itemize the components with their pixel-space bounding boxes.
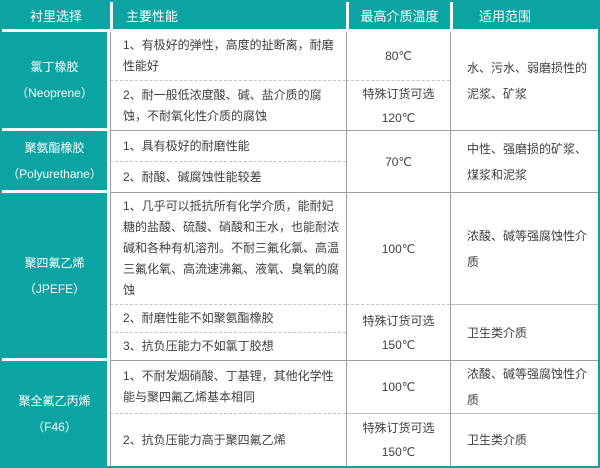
performance-cell: 1、不耐发烟硝酸、丁基锂，其他化学性能与聚四氟乙烯基本相同 <box>110 361 346 414</box>
material-en-name: （Polyurethane） <box>7 166 102 181</box>
temperature-cell: 70℃ <box>346 131 450 193</box>
range-cell: 浓酸、碱等强腐蚀性介质 <box>450 193 598 305</box>
table-row: 3、抗负压能力不如氯丁胶想 <box>2 333 598 361</box>
performance-cell: 1、具有极好的耐磨性能 <box>110 131 346 162</box>
performance-cell: 2、耐一般低浓度酸、碱、盐介质的腐蚀，不耐氧化性介质的腐蚀 <box>110 81 346 131</box>
temperature-cell: 特殊订货可选 120℃ <box>346 81 450 131</box>
material-name: 聚全氟乙丙烯 <box>18 393 91 408</box>
temperature-cell: 100℃ <box>346 361 450 414</box>
material-en-name: （Neoprene） <box>16 86 93 100</box>
temperature-note: 特殊订货可选 <box>362 313 435 328</box>
material-cell-ptfe: 聚四氟乙烯 （JPEFE） <box>2 193 110 361</box>
table-row: 2、耐一般低浓度酸、碱、盐介质的腐蚀，不耐氧化性介质的腐蚀 特殊订货可选 120… <box>2 81 598 131</box>
temperature-value: 150℃ <box>381 445 416 459</box>
header-material: 衬里选择 <box>2 2 110 32</box>
header-row: 衬里选择 主要性能 最高介质温度 适用范围 <box>2 2 598 32</box>
material-en-name: （JPEFE） <box>23 281 86 296</box>
material-cell-polyurethane: 聚氨酯橡胶 （Polyurethane） <box>2 131 110 193</box>
table-row: 聚四氟乙烯 （JPEFE） 1、几乎可以抵抗所有化学介质，能耐妃糖的盐酸、硫酸、… <box>2 193 598 361</box>
material-cell-neoprene: 氯丁橡胶 （Neoprene） <box>2 32 110 131</box>
range-cell: 浓酸、碱等强腐蚀性介质 <box>450 361 598 414</box>
performance-cell: 3、抗负压能力不如氯丁胶想 <box>110 333 346 361</box>
table-row: 氯丁橡胶 （Neoprene） 1、有极好的弹性，高度的扯断离，耐磨性能好 80… <box>2 32 598 131</box>
temperature-value: 150℃ <box>381 337 416 352</box>
material-name: 聚四氟乙烯 <box>24 255 85 270</box>
range-cell: 中性、强磨损的矿浆、煤浆和泥浆 <box>450 131 598 193</box>
temperature-cell: 特殊订货可选 150℃ <box>346 305 450 361</box>
table-row: 2、耐磨性能不如聚氨酯橡胶 特殊订货可选 150℃ 卫生类介质 <box>2 305 598 361</box>
range-cell: 卫生类介质 <box>450 414 598 466</box>
performance-cell: 2、耐磨性能不如聚氨酯橡胶 <box>110 305 346 333</box>
temperature-cell: 100℃ <box>346 193 450 305</box>
temperature-note: 特殊订货可选 <box>362 86 435 101</box>
performance-cell: 1、几乎可以抵抗所有化学介质，能耐妃糖的盐酸、硫酸、硝酸和王水，也能耐浓碱和各种… <box>110 193 346 305</box>
header-range: 适用范围 <box>450 2 598 32</box>
table-row: 聚氨酯橡胶 （Polyurethane） 1、具有极好的耐磨性能 70℃ 中性、… <box>2 131 598 193</box>
temperature-note: 特殊订货可选 <box>362 421 435 435</box>
header-performance: 主要性能 <box>110 2 346 32</box>
material-name: 氯丁橡胶 <box>30 60 79 74</box>
performance-cell: 2、耐酸、碱腐蚀性能较差 <box>110 162 346 193</box>
table-row: 聚全氟乙丙烯 （F46） 1、不耐发烟硝酸、丁基锂，其他化学性能与聚四氟乙烯基本… <box>2 361 598 466</box>
temperature-cell: 80℃ <box>346 32 450 81</box>
table-row: 2、耐酸、碱腐蚀性能较差 <box>2 162 598 193</box>
material-name: 聚氨酯橡胶 <box>24 140 85 155</box>
performance-cell: 2、抗负压能力高于聚四氟乙烯 <box>110 414 346 466</box>
temperature-cell: 特殊订货可选 150℃ <box>346 414 450 466</box>
temperature-value: 120℃ <box>381 110 416 125</box>
material-cell-f46: 聚全氟乙丙烯 （F46） <box>2 361 110 466</box>
range-cell: 卫生类介质 <box>450 305 598 361</box>
header-temperature: 最高介质温度 <box>346 2 450 32</box>
performance-cell: 1、有极好的弹性，高度的扯断离，耐磨性能好 <box>110 32 346 81</box>
range-cell: 水、污水、弱磨损性的泥浆、矿浆 <box>450 32 598 131</box>
